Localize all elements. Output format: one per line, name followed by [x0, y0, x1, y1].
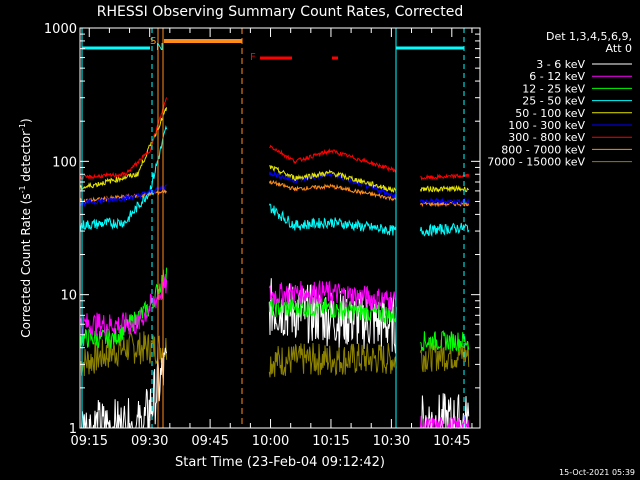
- legend-label: 100 - 300 keV: [508, 119, 585, 132]
- night-flag-label: N: [156, 42, 163, 53]
- chart-title: RHESSI Observing Summary Count Rates, Co…: [97, 4, 463, 20]
- y-axis-label: Corrected Count Rate (s-1 detector-1): [18, 118, 33, 337]
- x-tick-label: 10:45: [433, 434, 470, 449]
- series-trace: [419, 222, 470, 238]
- flare-flag-label: F: [250, 52, 256, 63]
- y-axis-ticks: 1 10 100 1000: [44, 22, 480, 437]
- series-trace: [268, 203, 397, 236]
- x-tick-label: 09:30: [131, 434, 168, 449]
- legend-label: 800 - 7000 keV: [501, 143, 585, 156]
- series-trace: [268, 342, 397, 378]
- legend-label: 7000 - 15000 keV: [487, 156, 585, 169]
- y-tick-label: 10: [60, 289, 77, 304]
- series-trace: [79, 97, 168, 181]
- x-tick-label: 10:00: [252, 434, 289, 449]
- series-trace: [79, 330, 168, 377]
- legend-label: 12 - 25 keV: [522, 82, 585, 95]
- x-tick-label: 09:45: [191, 434, 228, 449]
- legend-label: 6 - 12 keV: [529, 70, 585, 83]
- y-tick-label: 1: [69, 422, 77, 437]
- series-trace: [268, 179, 397, 202]
- legend-label: 50 - 100 keV: [515, 107, 585, 120]
- y-tick-label: 100: [52, 155, 77, 170]
- series-trace: [420, 173, 470, 181]
- legend-label: 25 - 50 keV: [522, 95, 585, 108]
- series-trace: [420, 330, 470, 352]
- legend-title-line2: Att 0: [606, 42, 632, 55]
- legend-label: 3 - 6 keV: [536, 58, 585, 71]
- series-trace: [80, 347, 168, 429]
- x-tick-label: 10:30: [373, 434, 410, 449]
- series-trace: [419, 200, 470, 208]
- x-tick-label: 09:15: [71, 434, 108, 449]
- generated-timestamp: 15-Oct-2021 05:39: [559, 468, 635, 477]
- x-tick-label: 10:15: [312, 434, 349, 449]
- legend-title-line1: Det 1,3,4,5,6,9,: [546, 30, 632, 43]
- series-trace: [268, 297, 397, 325]
- plot-area: SN F: [79, 28, 470, 430]
- x-axis-label: Start Time (23-Feb-04 09:12:42): [175, 455, 385, 470]
- saa-flag-label: S: [150, 36, 156, 47]
- series-trace: [419, 197, 470, 205]
- plot-frame: [79, 27, 481, 429]
- series-trace: [269, 144, 397, 173]
- series-trace: [419, 184, 470, 193]
- y-tick-label: 1000: [44, 22, 77, 37]
- x-axis-ticks: 09:15 09:30 09:45 10:00 10:15 10:30 10:45: [71, 28, 473, 449]
- series-trace: [269, 164, 397, 194]
- series-trace: [268, 280, 397, 313]
- legend-label: 300 - 800 keV: [508, 131, 585, 144]
